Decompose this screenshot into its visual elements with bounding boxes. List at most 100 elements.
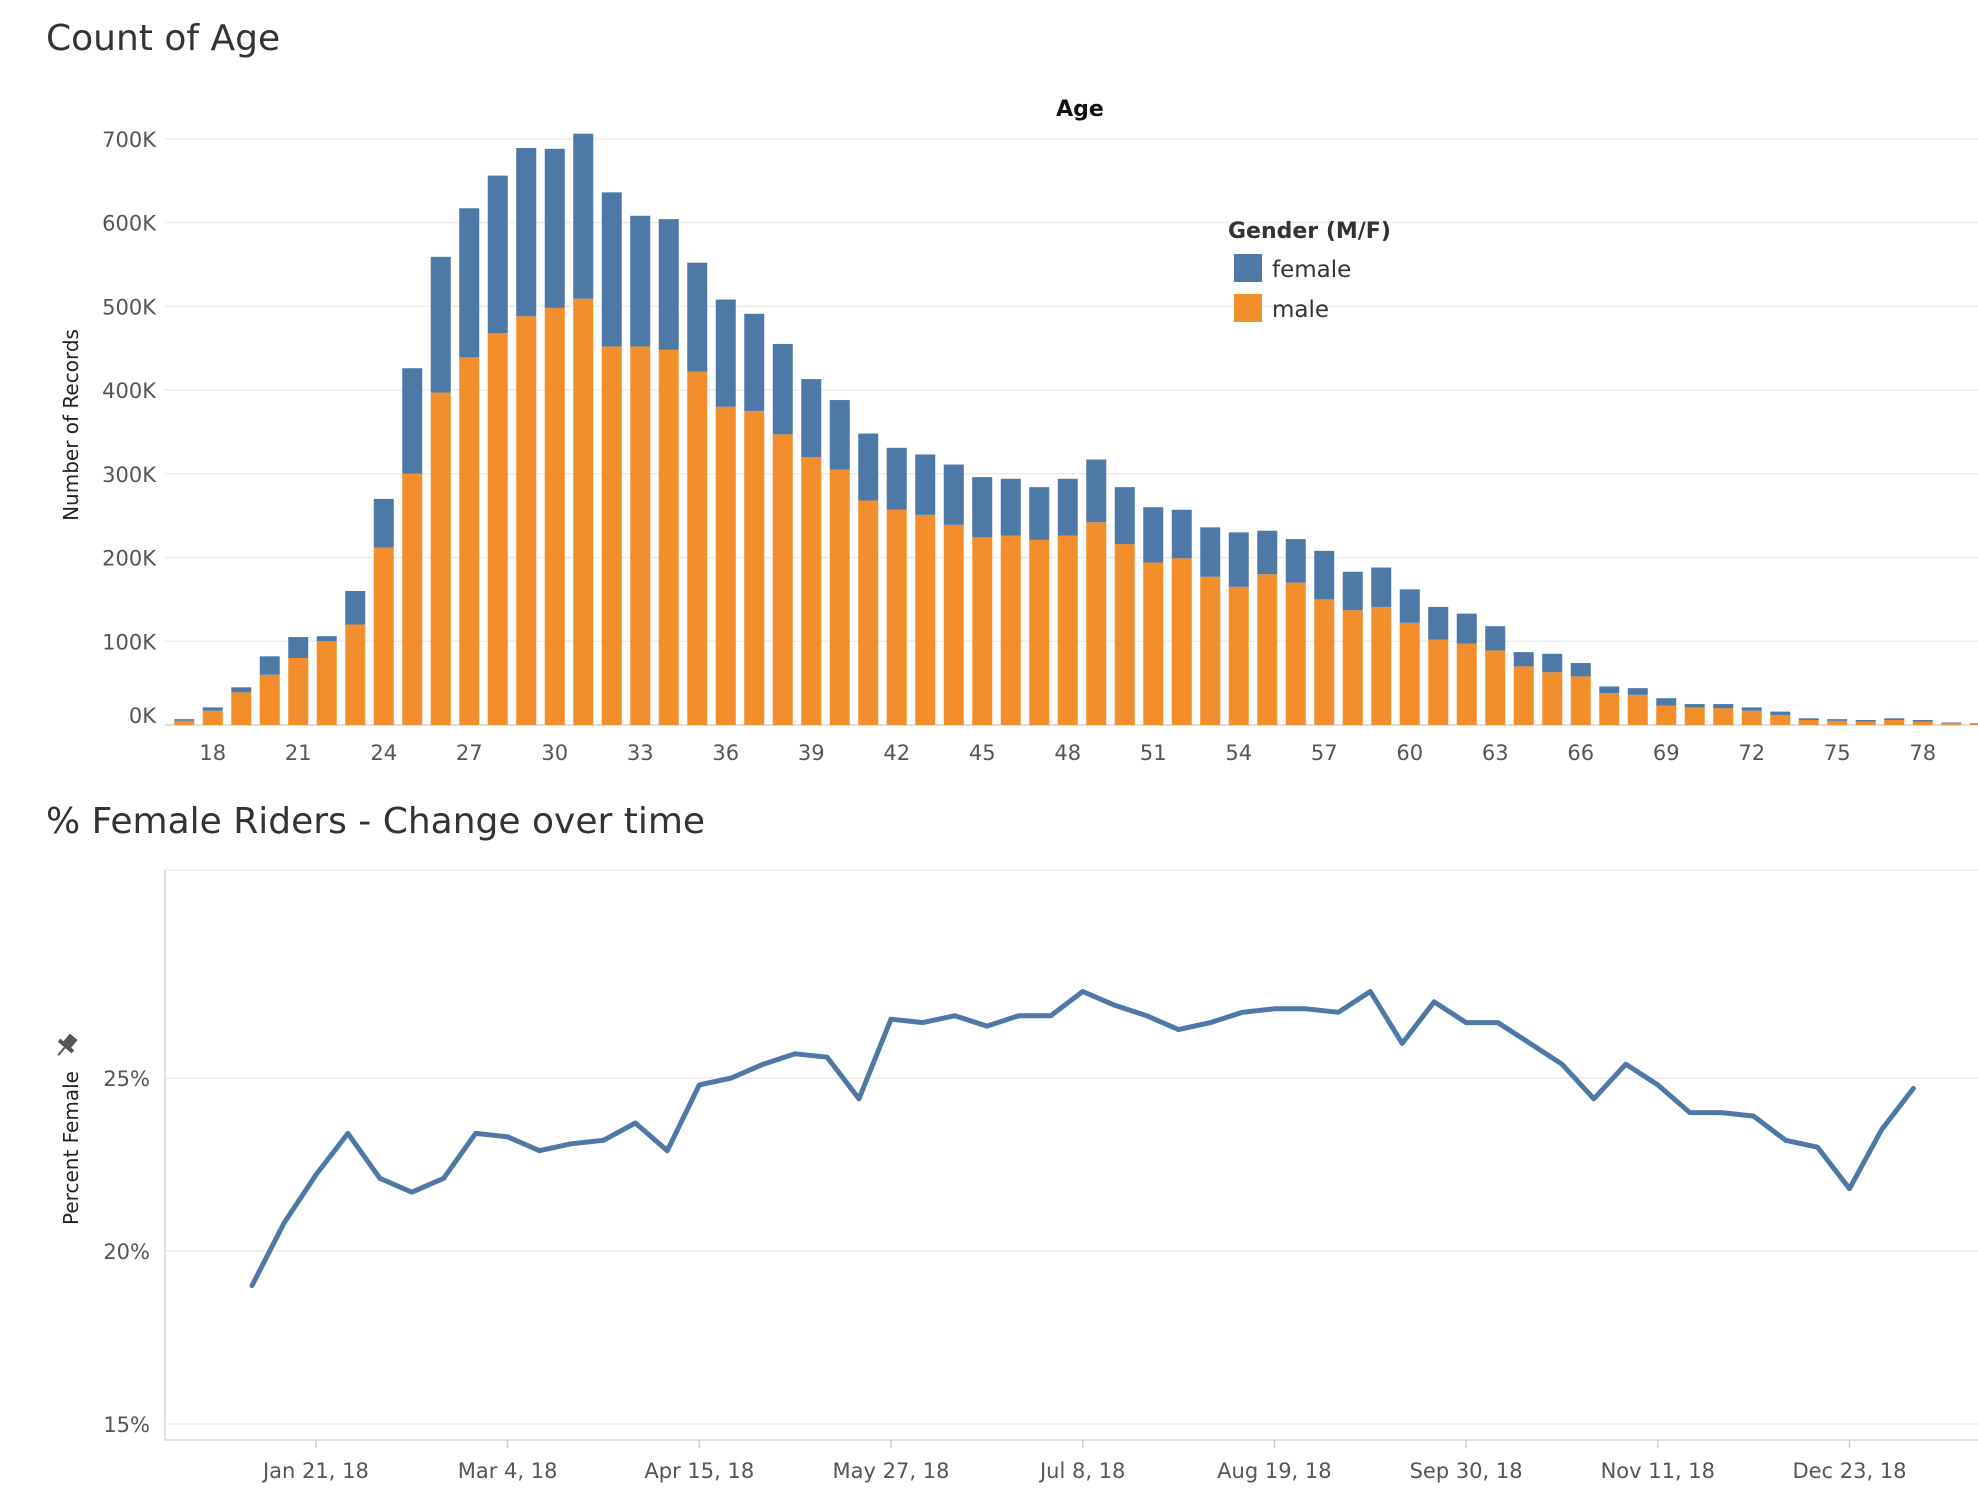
- bar-female-age-57[interactable]: [1314, 550, 1335, 600]
- bar-female-age-61[interactable]: [1428, 606, 1449, 640]
- legend-label-male[interactable]: male: [1272, 297, 1329, 323]
- bar-female-age-31[interactable]: [573, 133, 594, 299]
- bar-male-age-76[interactable]: [1855, 721, 1876, 725]
- bar-female-age-63[interactable]: [1485, 626, 1506, 651]
- bar-male-age-22[interactable]: [316, 641, 337, 725]
- bar-female-age-40[interactable]: [829, 400, 850, 470]
- bar-female-age-77[interactable]: [1884, 718, 1905, 720]
- bar-male-age-36[interactable]: [715, 406, 736, 725]
- bar-female-age-20[interactable]: [259, 656, 280, 675]
- bar-female-age-49[interactable]: [1086, 459, 1107, 523]
- bar-male-age-48[interactable]: [1057, 535, 1078, 725]
- bar-female-age-75[interactable]: [1827, 719, 1848, 721]
- bar-male-age-19[interactable]: [231, 692, 252, 725]
- bar-female-age-56[interactable]: [1285, 539, 1306, 583]
- bar-male-age-23[interactable]: [345, 624, 366, 726]
- bar-male-age-26[interactable]: [430, 392, 451, 725]
- bar-male-age-59[interactable]: [1371, 606, 1392, 725]
- bar-male-age-58[interactable]: [1342, 610, 1363, 725]
- bar-female-age-62[interactable]: [1456, 613, 1477, 644]
- bar-female-age-67[interactable]: [1599, 686, 1620, 694]
- bar-female-age-66[interactable]: [1570, 663, 1591, 677]
- bar-female-age-54[interactable]: [1228, 532, 1249, 587]
- series-line-percent-female[interactable]: [249, 989, 1916, 1289]
- bar-male-age-18[interactable]: [202, 710, 223, 725]
- bar-male-age-73[interactable]: [1770, 714, 1791, 725]
- bar-male-age-62[interactable]: [1456, 643, 1477, 725]
- bar-female-age-70[interactable]: [1684, 704, 1705, 708]
- bar-female-age-19[interactable]: [231, 687, 252, 693]
- bar-male-age-21[interactable]: [288, 658, 309, 725]
- bar-male-age-24[interactable]: [373, 547, 394, 725]
- bar-male-age-65[interactable]: [1542, 672, 1563, 725]
- legend-swatch-female[interactable]: [1234, 254, 1262, 282]
- bar-male-age-64[interactable]: [1513, 666, 1534, 725]
- bar-female-age-39[interactable]: [801, 379, 822, 457]
- bar-female-age-42[interactable]: [886, 447, 907, 510]
- bar-male-age-31[interactable]: [573, 298, 594, 725]
- bar-male-age-69[interactable]: [1656, 705, 1677, 725]
- bar-female-age-47[interactable]: [1029, 487, 1050, 540]
- bar-female-age-58[interactable]: [1342, 571, 1363, 611]
- bar-male-age-51[interactable]: [1143, 562, 1164, 725]
- bar-male-age-67[interactable]: [1599, 693, 1620, 725]
- legend-swatch-male[interactable]: [1234, 294, 1262, 322]
- bar-female-age-65[interactable]: [1542, 653, 1563, 673]
- bar-male-age-60[interactable]: [1399, 622, 1420, 725]
- bar-female-age-71[interactable]: [1713, 704, 1734, 709]
- bar-female-age-45[interactable]: [972, 477, 993, 538]
- bar-male-age-72[interactable]: [1741, 710, 1762, 725]
- bar-male-age-47[interactable]: [1029, 539, 1050, 725]
- bar-male-age-53[interactable]: [1200, 576, 1221, 725]
- bar-male-age-40[interactable]: [829, 469, 850, 725]
- bar-male-age-56[interactable]: [1285, 582, 1306, 725]
- bar-male-age-25[interactable]: [402, 473, 423, 725]
- bar-male-age-68[interactable]: [1627, 694, 1648, 725]
- bar-female-age-48[interactable]: [1057, 478, 1078, 536]
- bar-male-age-33[interactable]: [630, 346, 651, 725]
- bar-female-age-64[interactable]: [1513, 652, 1534, 667]
- bar-male-age-45[interactable]: [972, 537, 993, 725]
- bar-female-age-18[interactable]: [202, 707, 223, 711]
- bar-male-age-71[interactable]: [1713, 708, 1734, 725]
- bar-male-age-28[interactable]: [487, 333, 508, 725]
- bar-male-age-37[interactable]: [744, 410, 765, 725]
- bar-male-age-35[interactable]: [687, 371, 708, 725]
- bar-female-age-53[interactable]: [1200, 527, 1221, 577]
- legend-gender[interactable]: Gender (M/F) female male: [1228, 219, 1391, 323]
- bar-female-age-72[interactable]: [1741, 707, 1762, 711]
- bar-female-age-78[interactable]: [1912, 719, 1933, 722]
- bar-male-age-79[interactable]: [1941, 723, 1962, 725]
- bar-female-age-25[interactable]: [402, 368, 423, 474]
- bar-male-age-32[interactable]: [601, 346, 622, 725]
- bar-female-age-24[interactable]: [373, 498, 394, 548]
- bar-female-age-30[interactable]: [544, 148, 565, 308]
- bar-female-age-21[interactable]: [288, 637, 309, 658]
- bar-female-age-28[interactable]: [487, 175, 508, 334]
- bar-male-age-43[interactable]: [915, 514, 936, 725]
- bar-female-age-50[interactable]: [1114, 487, 1135, 545]
- bar-female-age-76[interactable]: [1855, 719, 1876, 722]
- bar-female-age-46[interactable]: [1000, 478, 1021, 536]
- legend-label-female[interactable]: female: [1272, 257, 1351, 283]
- bar-female-age-41[interactable]: [858, 433, 879, 501]
- pin-icon[interactable]: [51, 1031, 80, 1061]
- bar-male-age-41[interactable]: [858, 500, 879, 725]
- bar-male-age-39[interactable]: [801, 457, 822, 725]
- bar-female-age-60[interactable]: [1399, 589, 1420, 623]
- bar-female-age-33[interactable]: [630, 215, 651, 347]
- bar-female-age-43[interactable]: [915, 454, 936, 515]
- bar-male-age-80[interactable]: [1969, 724, 1978, 725]
- bar-male-age-17[interactable]: [174, 720, 195, 725]
- bar-male-age-52[interactable]: [1171, 558, 1192, 725]
- bar-female-age-26[interactable]: [430, 256, 451, 393]
- bar-male-age-49[interactable]: [1086, 522, 1107, 725]
- bar-male-age-44[interactable]: [943, 524, 964, 725]
- bar-female-age-73[interactable]: [1770, 711, 1791, 715]
- bar-female-age-74[interactable]: [1798, 718, 1819, 720]
- bar-female-age-22[interactable]: [316, 636, 337, 642]
- bar-female-age-80[interactable]: [1969, 723, 1978, 725]
- bar-female-age-55[interactable]: [1257, 530, 1278, 575]
- bar-male-age-20[interactable]: [259, 674, 280, 725]
- bar-male-age-27[interactable]: [459, 357, 480, 725]
